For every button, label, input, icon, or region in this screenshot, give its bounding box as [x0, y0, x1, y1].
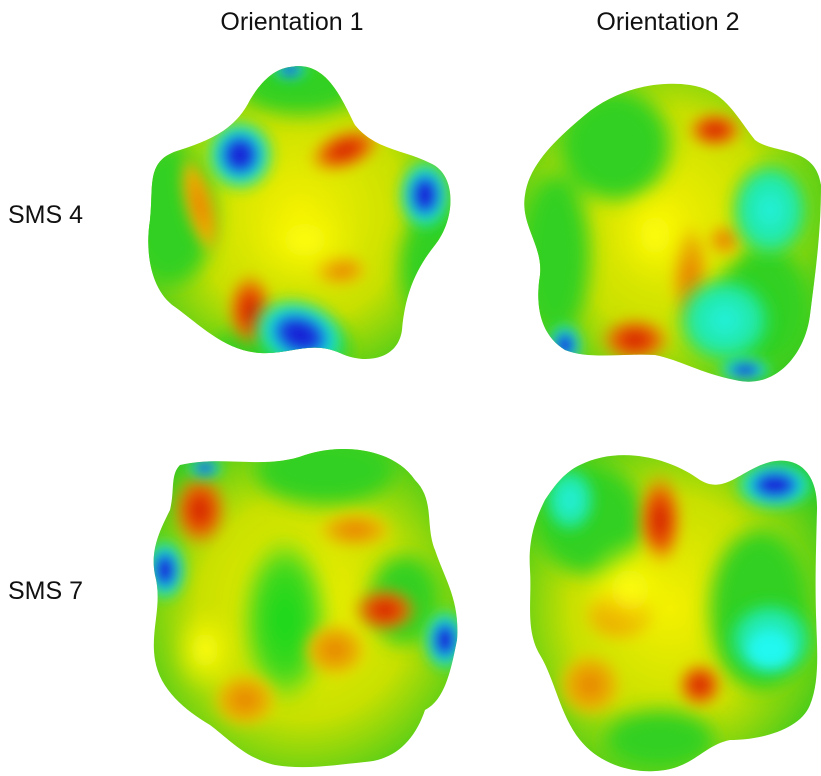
- sms4-orientation2-surface: [524, 83, 821, 382]
- sms4-orientation1-surface: [148, 66, 451, 360]
- sms7-orientation2-surface: [529, 455, 818, 772]
- sms7-orientation1-surface: [153, 448, 458, 768]
- column-header-orientation-2: Orientation 2: [596, 8, 740, 36]
- column-header-orientation-1: Orientation 1: [220, 8, 364, 36]
- row-label-sms-4: SMS 4: [8, 201, 84, 229]
- row-label-sms-7: SMS 7: [8, 577, 84, 605]
